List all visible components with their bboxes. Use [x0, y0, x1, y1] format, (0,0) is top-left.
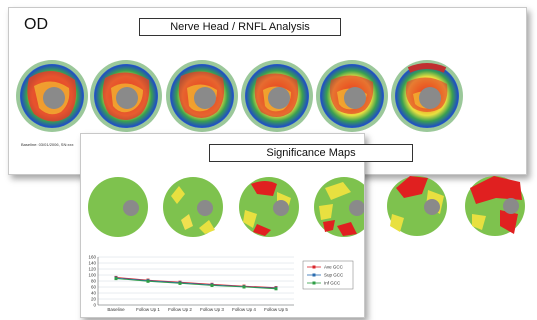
rnfl-map-2: [90, 60, 162, 132]
legend-marker: [312, 281, 316, 285]
y-tick-label: 120: [88, 267, 96, 272]
chart-grid: [97, 256, 294, 306]
rnfl-analysis-panel: OD Nerve Head / RNFL Analysis: [8, 7, 527, 175]
y-tick-label: 100: [88, 273, 96, 278]
chart-series: [114, 275, 278, 291]
rnfl-map-4: [241, 60, 313, 132]
legend-label: Ave GCC: [324, 265, 344, 270]
x-tick-label: Baseline: [107, 307, 125, 312]
data-point: [242, 285, 246, 289]
significance-maps-panel: Significance Maps: [80, 133, 413, 318]
y-tick-label: 60: [91, 285, 97, 290]
x-tick-labels: Baseline Follow Up 1 Follow Up 2 Follow Up …: [107, 307, 288, 312]
chart-legend: Ave GCC Sup GCC Inf GCC: [302, 260, 354, 290]
series-line: [115, 277, 277, 288]
data-point: [146, 279, 150, 283]
x-tick-label: Follow Up 2: [168, 307, 192, 312]
significance-map-3: [239, 177, 299, 237]
data-point: [114, 277, 118, 281]
eye-label: OD: [24, 16, 48, 33]
rnfl-thickness-maps: [16, 60, 463, 132]
data-point: [210, 284, 214, 287]
rnfl-map-3: [166, 60, 238, 132]
legend-marker: [312, 265, 316, 269]
series-line: [115, 278, 277, 290]
x-tick-label: Follow Up 1: [136, 307, 160, 312]
rnfl-map-5: [316, 60, 388, 132]
significance-map-6: [465, 176, 525, 236]
y-tick-label: 40: [91, 291, 97, 296]
data-point: [274, 287, 278, 291]
significance-map-2: [163, 177, 223, 237]
x-tick-label: Follow Up 3: [200, 307, 224, 312]
rnfl-panel-title: Nerve Head / RNFL Analysis: [139, 18, 341, 36]
rnfl-map-6: [391, 60, 463, 132]
y-tick-label: 20: [91, 297, 97, 302]
y-tick-label: 0: [93, 303, 96, 308]
baseline-note: Baseline: 03/01/2006, SN:xxx: [21, 142, 74, 147]
data-point: [178, 281, 182, 285]
legend-marker: [312, 273, 316, 277]
y-tick-label: 80: [91, 279, 97, 284]
legend-label: Inf GCC: [324, 281, 341, 286]
y-tick-label: 160: [88, 255, 96, 260]
significance-map-1: [88, 177, 148, 237]
x-tick-label: Follow Up 4: [232, 307, 256, 312]
legend-label: Sup GCC: [324, 273, 344, 278]
significance-map-5: [387, 176, 447, 236]
significance-map-4: [314, 177, 364, 237]
significance-panel-title: Significance Maps: [209, 144, 413, 162]
x-tick-label: Follow Up 5: [264, 307, 288, 312]
y-tick-label: 140: [88, 261, 96, 266]
significance-maps: [88, 177, 364, 237]
rnfl-map-1: [16, 60, 88, 132]
